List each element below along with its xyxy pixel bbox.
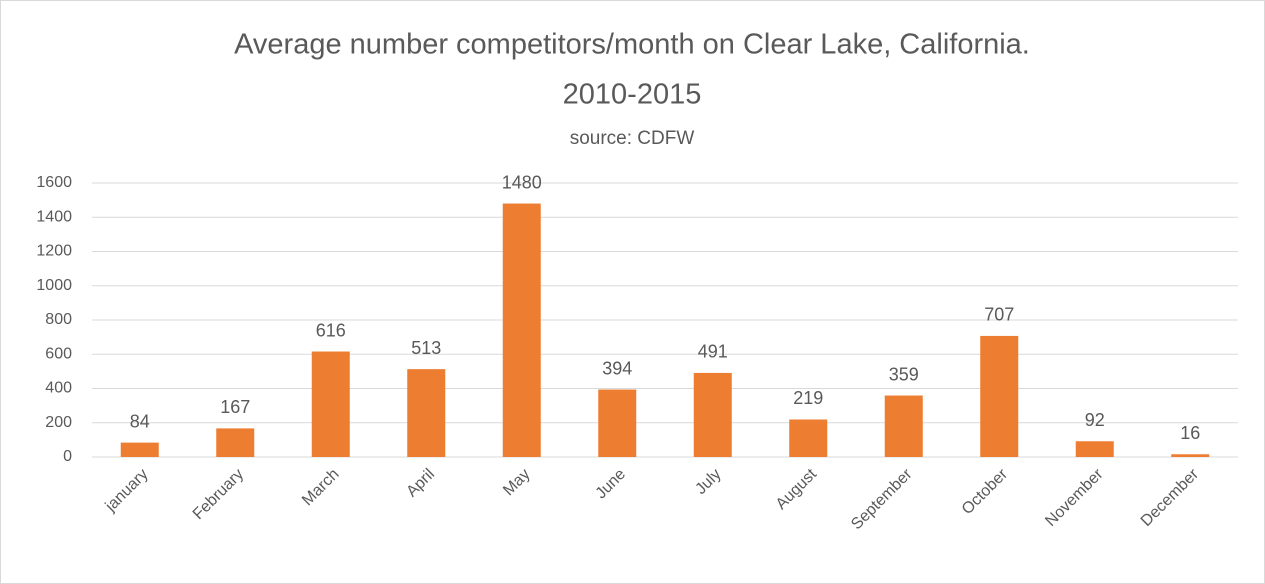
y-tick-label: 1000 (36, 277, 72, 294)
bar (884, 395, 923, 457)
bar (1171, 454, 1210, 457)
data-label: 513 (411, 338, 441, 358)
data-label: 1480 (502, 172, 542, 192)
data-label: 616 (316, 320, 346, 340)
y-tick-label: 400 (45, 380, 72, 397)
chart-subtitle: source: CDFW (570, 128, 695, 149)
bar (693, 372, 732, 457)
bar (311, 351, 350, 457)
data-label: 16 (1180, 423, 1200, 443)
data-label: 707 (984, 305, 1014, 325)
bar (598, 389, 637, 457)
data-label: 359 (889, 364, 919, 384)
y-tick-label: 800 (45, 311, 72, 328)
y-tick-label: 0 (63, 448, 72, 465)
bar (980, 335, 1019, 457)
data-label: 167 (220, 397, 250, 417)
y-tick-label: 1200 (36, 243, 72, 260)
data-label: 84 (130, 411, 150, 431)
y-tick-label: 600 (45, 345, 72, 362)
data-label: 219 (793, 388, 823, 408)
data-label: 491 (698, 342, 728, 362)
y-tick-label: 1600 (36, 174, 72, 191)
y-tick-label: 1400 (36, 208, 72, 225)
data-label: 92 (1085, 410, 1105, 430)
bar (216, 428, 255, 457)
y-tick-label: 200 (45, 414, 72, 431)
bar (789, 419, 828, 457)
bar (1075, 441, 1114, 457)
data-label: 394 (602, 358, 632, 378)
chart-title: 2010-2015 (563, 79, 702, 111)
bar (120, 442, 159, 457)
chart-title: Average number competitors/month on Clea… (234, 29, 1030, 61)
bar (407, 369, 446, 457)
bar (502, 203, 541, 457)
